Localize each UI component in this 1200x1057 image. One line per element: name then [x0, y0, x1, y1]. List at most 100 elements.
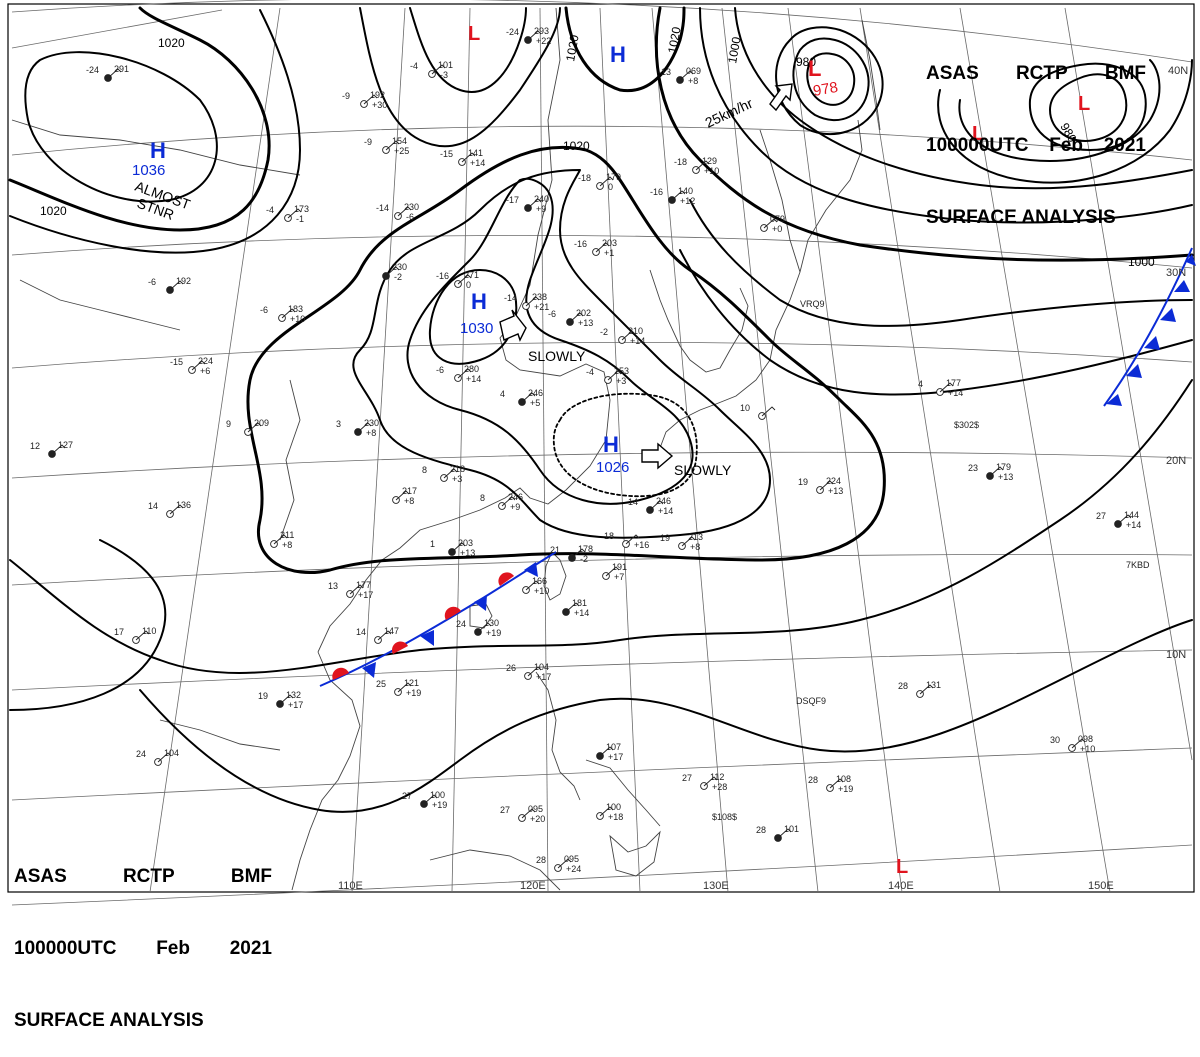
cold-front-icon	[1106, 254, 1196, 406]
cold-front-icon	[362, 562, 538, 678]
station-tendency: +12	[680, 196, 695, 206]
station-tendency: +10	[1080, 744, 1095, 754]
remark-text: 7KBD	[1126, 560, 1150, 570]
wind-barb-icon	[477, 622, 492, 633]
station-plot: -24 291	[86, 64, 129, 82]
station-temperature: 14	[628, 497, 638, 507]
station-temperature: 8	[422, 465, 427, 475]
station-temperature: -14	[504, 293, 517, 303]
header-time: 100000UTC	[926, 135, 1029, 156]
station-pressure: 240	[534, 194, 549, 204]
isobar-label: 1020	[665, 25, 683, 54]
station-temperature: -6	[436, 365, 444, 375]
station-pressure: 179	[606, 172, 621, 182]
station-plot: 100+18	[596, 802, 623, 822]
station-tendency: +14	[466, 374, 481, 384]
low-center-marker: L	[972, 123, 984, 145]
parallel-15n	[11, 553, 1193, 586]
wind-barb-icon	[135, 630, 150, 641]
isobar-1016-north	[359, 7, 561, 148]
station-tendency: +8	[404, 496, 414, 506]
station-tendency: 0	[466, 280, 471, 290]
station-plot: 166+10	[522, 576, 549, 596]
lon-label: 140E	[888, 880, 914, 892]
station-temperature: -17	[506, 195, 519, 205]
wind-barb-icon	[649, 500, 664, 511]
station-pressure: 293	[534, 26, 549, 36]
station-pressure: 210	[628, 326, 643, 336]
station-pressure: 147	[384, 626, 399, 636]
wind-barb-icon	[385, 140, 400, 151]
station-temperature: 12	[30, 441, 40, 451]
wind-barb-icon	[671, 190, 686, 201]
weather-map: 1020 1020 1020 1020 1020 1000 1000 980 9…	[7, 0, 1196, 906]
station-temperature: 3	[336, 419, 341, 429]
warm-front-icon	[332, 572, 514, 680]
wind-barb-icon	[599, 806, 614, 817]
station-tendency: -3	[440, 70, 448, 80]
coast-visayas	[585, 759, 661, 827]
station-pressure: 211	[280, 530, 294, 540]
station-temperature: 9	[226, 419, 231, 429]
wind-barb-icon	[569, 312, 584, 323]
station-temperature: 19	[660, 533, 670, 543]
header-month: Feb	[156, 938, 190, 959]
station-plot: -2 210+14	[600, 326, 645, 346]
isobar-1026-dashed	[552, 392, 698, 498]
isobar-980-ne	[1049, 73, 1128, 142]
station-tendency: +19	[838, 784, 853, 794]
parallel-25n	[11, 342, 1193, 369]
station-pressure: 129	[702, 156, 717, 166]
station-pressure: 110	[142, 626, 156, 636]
lon-label: 110E	[338, 880, 363, 892]
wind-barb-icon	[357, 422, 372, 433]
coast-mindanao	[609, 830, 661, 877]
low-center-value: 978	[812, 79, 840, 100]
wind-barb-icon	[169, 504, 184, 515]
wind-barb-icon	[527, 198, 542, 209]
station-pressure: 253	[614, 366, 629, 376]
wind-barb-icon	[527, 666, 542, 677]
station-tendency: +13	[578, 318, 593, 328]
header-row-time: 100000UTC Feb 2021	[14, 937, 272, 961]
station-temperature: 18	[604, 531, 614, 541]
meridian-150e	[959, 7, 1111, 893]
station-temperature: 26	[506, 663, 516, 673]
station-pressure: 095	[564, 854, 579, 864]
station-temperature: 17	[114, 627, 124, 637]
station-temperature: 14	[356, 627, 366, 637]
isobar-1004-east	[699, 7, 1193, 224]
high-center-marker: H	[150, 138, 166, 163]
station-tendency: +3	[616, 376, 626, 386]
station-temperature: -9	[364, 137, 372, 147]
station-tendency: +10	[534, 586, 549, 596]
station-tendency: +14	[470, 158, 485, 168]
station-temperature: 28	[536, 855, 546, 865]
station-plot: 24 104	[136, 748, 179, 766]
wind-barb-icon	[247, 422, 262, 433]
lon-label: 150E	[1088, 880, 1114, 892]
station-pressure: 224	[198, 356, 213, 366]
station-plot: 107+17	[596, 742, 623, 762]
station-plot: 18 +16	[604, 531, 649, 550]
wind-barb-icon	[565, 602, 580, 613]
map-frame	[7, 3, 1195, 893]
isobar-1012-south	[9, 539, 167, 711]
station-tendency: +13	[460, 548, 475, 558]
wind-barb-icon	[273, 534, 288, 545]
coast-japan-east	[799, 119, 863, 273]
wind-barb-icon	[763, 218, 778, 229]
station-plot: 23 179+13	[968, 462, 1013, 482]
station-temperature: -24	[86, 65, 99, 75]
isobars	[8, 6, 1194, 813]
station-plot: 27 112+28	[682, 772, 727, 792]
station-plot: -16 140+12	[650, 186, 695, 206]
station-temperature: -16	[650, 187, 663, 197]
wind-barb-icon	[377, 630, 392, 641]
header-center: RCTP	[122, 866, 175, 887]
map-header-bottom: ASAS RCTP BMF 100000UTC Feb 2021 SURFACE…	[14, 817, 272, 1057]
station-pressure: 246	[508, 492, 523, 502]
meridian-105e	[149, 7, 281, 893]
low-center-marker: L	[808, 56, 821, 81]
